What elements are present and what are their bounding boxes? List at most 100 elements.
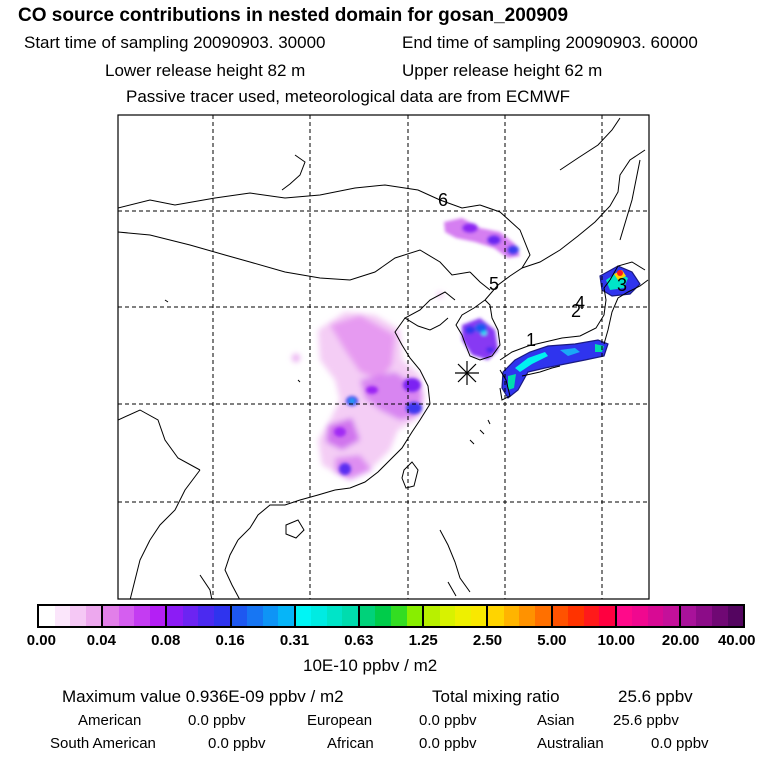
receptor-asterisk-icon	[455, 361, 479, 385]
colorbar-swatch	[278, 606, 294, 626]
colorbar-swatch	[583, 606, 600, 626]
colorbar-swatch	[519, 606, 535, 626]
region-value-american: 0.0 ppbv	[188, 712, 246, 729]
colorbar-swatch	[311, 606, 327, 626]
plume-japan	[501, 265, 641, 399]
region-name-american: American	[78, 712, 142, 729]
colorbar-segment-8	[552, 606, 617, 626]
colorbar-tick-label: 20.00	[661, 632, 700, 649]
colorbar-tick-label: 0.31	[279, 632, 310, 649]
colorbar-swatch	[680, 606, 697, 626]
region-name-south-american: South American	[50, 735, 156, 752]
colorbar-swatch	[455, 606, 471, 626]
region-label-4: 4	[575, 293, 585, 313]
colorbar-segment-0	[39, 606, 104, 626]
colorbar-swatch	[118, 606, 135, 626]
colorbar-tick-label: 40.00	[717, 632, 756, 649]
plume-korea	[462, 318, 498, 360]
colorbar-tick-label: 0.04	[86, 632, 116, 649]
colorbar-segment-3	[231, 606, 296, 626]
colorbar-swatch	[262, 606, 279, 626]
colorbar-swatch	[247, 606, 263, 626]
colorbar-swatch	[488, 606, 504, 626]
colorbar-swatch	[696, 606, 712, 626]
colorbar-swatch	[342, 606, 358, 626]
colorbar-swatch	[616, 606, 633, 626]
region-value-asian: 25.6 ppbv	[613, 712, 679, 729]
plume-manchuria	[444, 218, 520, 258]
colorbar-tick-label: 0.08	[151, 632, 181, 649]
lower-height-label: Lower release height 82 m	[105, 61, 306, 80]
region-name-australian: Australian	[537, 735, 604, 752]
colorbar-tick-label: 1.25	[408, 632, 438, 649]
colorbar-swatch	[391, 606, 407, 626]
colorbar-swatch	[599, 606, 615, 626]
total-mixing-value: 25.6 ppbv	[618, 687, 693, 706]
colorbar-tick-label: 5.00	[537, 632, 567, 649]
colorbar-segment-7	[488, 606, 553, 626]
colorbar-swatch	[406, 606, 423, 626]
colorbar-swatch	[359, 606, 376, 626]
region-name-asian: Asian	[537, 712, 575, 729]
plot-title: CO source contributions in nested domain…	[18, 5, 569, 26]
colorbar-swatch	[167, 606, 183, 626]
colorbar-segment-4	[295, 606, 360, 626]
colorbar-swatch	[424, 606, 440, 626]
colorbar	[37, 604, 745, 628]
upper-height-label: Upper release height 62 m	[402, 61, 603, 80]
colorbar-tick-label: 0.63	[344, 632, 374, 649]
maximum-value: Maximum value 0.936E-09 ppbv / m2	[62, 687, 344, 706]
colorbar-swatch	[149, 606, 166, 626]
colorbar-swatch	[182, 606, 199, 626]
colorbar-swatch	[231, 606, 248, 626]
region-value-australian: 0.0 ppbv	[651, 735, 709, 752]
region-value-european: 0.0 ppbv	[419, 712, 477, 729]
colorbar-swatch	[534, 606, 551, 626]
region-label-6: 6	[438, 190, 448, 210]
region-value-south-american: 0.0 ppbv	[208, 735, 266, 752]
colorbar-swatch	[663, 606, 679, 626]
colorbar-swatch	[326, 606, 343, 626]
colorbar-swatch	[134, 606, 150, 626]
concentration-map: 1 2 3 4 5 6	[117, 114, 650, 600]
colorbar-segment-5	[359, 606, 425, 626]
end-time-label: End time of sampling 20090903. 60000	[402, 33, 698, 52]
total-mixing-label: Total mixing ratio	[432, 687, 560, 706]
colorbar-segment-9	[616, 606, 681, 626]
region-value-african: 0.0 ppbv	[419, 735, 477, 752]
lat-lon-grid	[118, 115, 649, 599]
colorbar-tick-label: 0.16	[215, 632, 245, 649]
start-time-label: Start time of sampling 20090903. 30000	[24, 33, 326, 52]
colorbar-swatch	[711, 606, 728, 626]
colorbar-swatch	[214, 606, 230, 626]
colorbar-segment-1	[103, 606, 168, 626]
coastlines	[118, 117, 649, 599]
region-label-5: 5	[489, 274, 499, 294]
region-label-3: 3	[617, 275, 627, 295]
colorbar-swatch	[54, 606, 71, 626]
colorbar-segment-2	[167, 606, 232, 626]
colorbar-swatch	[85, 606, 102, 626]
colorbar-tick-label: 10.00	[597, 632, 636, 649]
region-name-european: European	[307, 712, 373, 729]
colorbar-swatch	[470, 606, 487, 626]
colorbar-tick-label: 0.00	[26, 632, 56, 649]
colorbar-swatch	[727, 606, 744, 626]
colorbar-unit: 10E-10 ppbv / m2	[303, 656, 438, 675]
colorbar-swatch	[39, 606, 55, 626]
colorbar-swatch	[439, 606, 456, 626]
colorbar-segment-10	[680, 606, 744, 626]
region-label-1: 1	[526, 330, 536, 350]
colorbar-segment-6	[424, 606, 489, 626]
colorbar-swatch	[503, 606, 520, 626]
colorbar-swatch	[552, 606, 569, 626]
colorbar-swatch	[375, 606, 392, 626]
colorbar-tick-label: 2.50	[472, 632, 503, 649]
colorbar-swatch	[295, 606, 312, 626]
colorbar-swatch	[70, 606, 86, 626]
map-frame	[117, 114, 650, 600]
colorbar-swatch	[198, 606, 215, 626]
colorbar-swatch	[103, 606, 119, 626]
tracer-note: Passive tracer used, meteorological data…	[126, 87, 571, 106]
colorbar-swatch	[632, 606, 648, 626]
